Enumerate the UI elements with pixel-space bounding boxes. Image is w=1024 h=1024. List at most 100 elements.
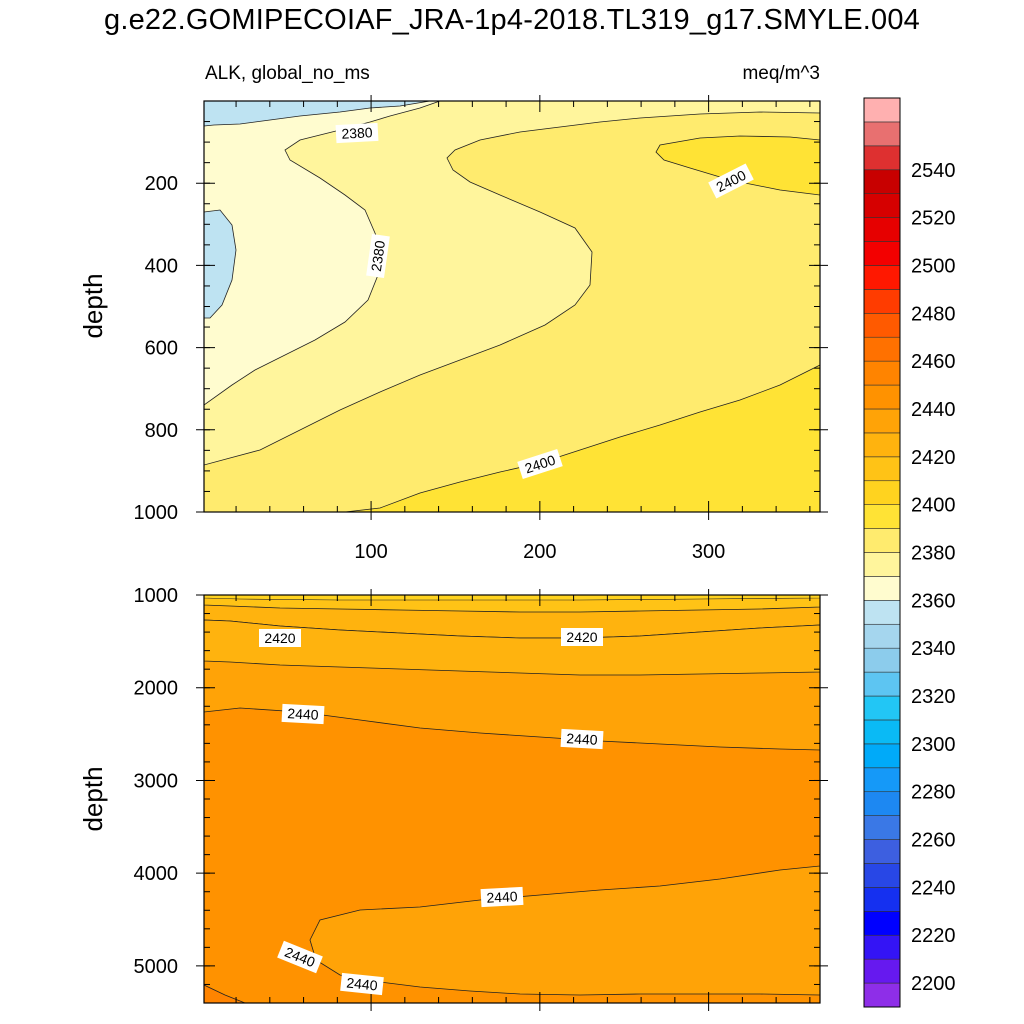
colorbar-tick-label: 2460 — [911, 351, 956, 373]
contour-label-box — [480, 886, 524, 908]
y-tick-label: 4000 — [134, 863, 179, 885]
chart-title: g.e22.GOMIPECOIAF_JRA-1p4-2018.TL319_g17… — [104, 4, 920, 36]
colorbar-swatch — [863, 982, 901, 1008]
lower-tick-marks — [196, 589, 828, 1011]
colorbar-swatch — [863, 695, 901, 721]
y-tick-label: 5000 — [134, 956, 179, 978]
colorbar-swatch — [863, 528, 901, 553]
contour-label: 2380 — [335, 122, 379, 144]
colorbar-swatch — [863, 480, 901, 505]
contour-label: 2440 — [281, 703, 325, 725]
contour-label-box — [335, 122, 379, 144]
colorbar-tick-label: 2440 — [911, 399, 956, 421]
contour-label-box — [708, 163, 754, 199]
contour-label-text: 2440 — [346, 974, 379, 993]
units-label: meq/m^3 — [742, 63, 820, 84]
contour-label-text: 2420 — [264, 630, 295, 646]
colorbar-swatch — [863, 504, 901, 529]
y-tick-label: 2000 — [134, 678, 179, 700]
contour-label: 2420 — [561, 628, 603, 646]
colorbar-tick-label: 2500 — [911, 255, 956, 277]
lower-fill-regions — [204, 595, 820, 1003]
colorbar-swatch — [863, 576, 901, 601]
region-fill — [204, 101, 431, 127]
y-tick-label: 800 — [145, 420, 178, 442]
colorbar-tick-label: 2320 — [911, 686, 956, 708]
y-tick-label: 3000 — [134, 770, 179, 792]
contour-label: 2380 — [366, 233, 390, 279]
colorbar-swatch — [863, 217, 901, 242]
contour-label: 2440 — [560, 728, 604, 750]
upper-tick-marks — [196, 95, 828, 520]
colorbar-swatch — [863, 671, 901, 697]
colorbar-swatch — [863, 121, 901, 147]
contour-label: 2420 — [259, 629, 301, 647]
x-tick-label: 100 — [354, 541, 387, 563]
colorbar-tick-label: 2480 — [911, 303, 956, 325]
colorbar-swatch — [863, 408, 901, 434]
region-fill — [204, 101, 820, 466]
colorbar-swatch — [863, 719, 901, 745]
colorbar-swatch — [863, 791, 901, 816]
contour-label-text: 2440 — [486, 888, 518, 906]
colorbar-tick-label: 2360 — [911, 590, 956, 612]
colorbar-swatch — [863, 647, 901, 673]
region-fill — [204, 101, 441, 406]
lower-y-tick-labels: 1000 2000 3000 4000 5000 — [134, 585, 179, 978]
colorbar-swatch — [863, 767, 901, 793]
colorbar-swatch — [863, 934, 901, 960]
region-fill — [204, 209, 237, 319]
colorbar-swatch — [863, 360, 901, 386]
colorbar-tick-label: 2280 — [911, 782, 956, 804]
region-fill — [204, 984, 246, 1003]
colorbar-tick-label: 2240 — [911, 877, 956, 899]
contour-label-text: 2380 — [341, 124, 373, 142]
colorbar-tick-label: 2300 — [911, 734, 956, 756]
colorbar-swatch — [863, 289, 901, 314]
y-tick-label: 400 — [145, 255, 178, 277]
colorbar: 2200 2220 2240 2260 2280 2300 2320 2340 2360 2380… — [863, 97, 956, 1008]
region-fill — [655, 101, 820, 196]
contour-label-text: 2440 — [287, 705, 319, 723]
region-fill — [204, 707, 820, 1003]
colorbar-swatch — [863, 265, 901, 290]
x-tick-label: 200 — [523, 541, 556, 563]
contour-label-box — [560, 728, 604, 750]
colorbar-frame — [863, 97, 901, 1008]
contour-label-box — [259, 629, 301, 647]
contour-label: 2440 — [340, 972, 384, 996]
upper-y-tick-labels: 200 400 600 800 1000 — [134, 173, 179, 524]
upper-x-tick-labels: 100 200 300 — [354, 541, 725, 563]
colorbar-swatch — [863, 432, 901, 458]
upper-y-axis-label: depth — [78, 273, 108, 338]
colorbar-swatch — [863, 169, 901, 194]
colorbar-swatch — [863, 193, 901, 218]
colorbar-swatch — [863, 887, 901, 912]
y-tick-label: 200 — [145, 173, 178, 195]
x-tick-label: 300 — [692, 541, 725, 563]
colorbar-swatch — [863, 911, 901, 936]
colorbar-swatch — [863, 336, 901, 362]
colorbar-swatch — [863, 145, 901, 171]
colorbar-swatch — [863, 958, 901, 984]
lower-y-axis-label: depth — [78, 766, 108, 831]
contour-label-box — [517, 448, 563, 480]
contour-label-text: 2440 — [566, 730, 598, 748]
y-tick-label: 1000 — [134, 585, 179, 607]
contour-label-text: 2380 — [368, 239, 388, 272]
colorbar-tick-label: 2200 — [911, 973, 956, 995]
colorbar-tick-label: 2260 — [911, 830, 956, 852]
colorbar-swatch — [863, 97, 901, 123]
colorbar-tick-label: 2420 — [911, 447, 956, 469]
colorbar-swatch — [863, 600, 901, 625]
colorbar-swatch — [863, 839, 901, 864]
colorbar-tick-label: 2540 — [911, 160, 956, 182]
contour-label-box — [281, 703, 325, 725]
colorbar-swatch — [863, 552, 901, 577]
